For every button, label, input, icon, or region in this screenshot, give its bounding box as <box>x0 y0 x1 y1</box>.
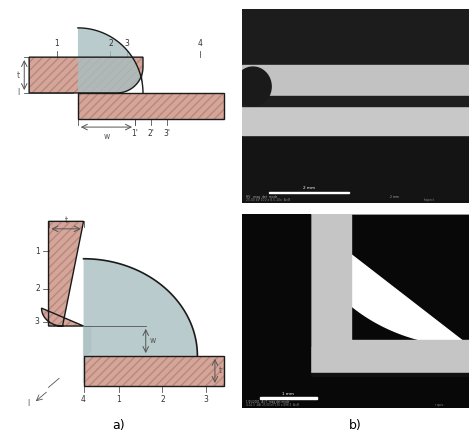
Bar <box>242 135 469 203</box>
Text: t: t <box>219 366 221 375</box>
Polygon shape <box>42 222 83 326</box>
Text: 2': 2' <box>148 129 155 138</box>
Text: 2 mm: 2 mm <box>303 186 315 190</box>
Text: 3: 3 <box>124 39 129 48</box>
Text: 3: 3 <box>35 317 40 326</box>
Text: r spec: r spec <box>435 403 444 407</box>
Bar <box>242 9 469 67</box>
Polygon shape <box>83 356 224 386</box>
Text: 2: 2 <box>35 284 40 293</box>
Text: 2: 2 <box>108 39 113 48</box>
Text: 1': 1' <box>131 129 138 138</box>
Polygon shape <box>55 28 143 93</box>
Text: 4:14.3  4At 25.00 kV 130 x 898.3  A=B: 4:14.3 4At 25.00 kV 130 x 898.3 A=B <box>246 403 299 407</box>
Bar <box>260 397 317 399</box>
Polygon shape <box>242 214 310 346</box>
Bar <box>242 106 469 135</box>
Text: 4: 4 <box>198 39 202 48</box>
Text: 1/15/2001  A=7  mag det mode: 1/15/2001 A=7 mag det mode <box>246 400 290 404</box>
Text: l: l <box>27 399 29 408</box>
Text: b): b) <box>349 420 362 432</box>
Text: a): a) <box>112 420 125 432</box>
Text: 1: 1 <box>55 39 59 48</box>
Polygon shape <box>83 259 197 356</box>
Bar <box>242 96 469 106</box>
Polygon shape <box>242 346 310 373</box>
Polygon shape <box>299 200 469 346</box>
Text: 2: 2 <box>160 395 165 404</box>
Text: t: t <box>16 70 19 80</box>
Text: 1: 1 <box>35 247 40 256</box>
Polygon shape <box>235 67 271 106</box>
Bar <box>269 192 348 194</box>
Bar <box>310 214 351 346</box>
Text: 4: 4 <box>81 395 86 404</box>
Polygon shape <box>242 373 310 408</box>
Polygon shape <box>78 93 224 119</box>
Polygon shape <box>83 356 92 383</box>
Text: 1: 1 <box>116 395 121 404</box>
Text: 3: 3 <box>204 395 209 404</box>
Polygon shape <box>83 326 91 356</box>
Polygon shape <box>42 222 83 326</box>
Text: 3': 3' <box>164 129 171 138</box>
Text: t: t <box>64 216 68 225</box>
Text: 2 mm: 2 mm <box>390 195 399 199</box>
Polygon shape <box>83 356 224 386</box>
Bar <box>307 214 310 346</box>
Bar <box>310 340 469 373</box>
Text: HV   mag  det  mode: HV mag det mode <box>246 195 277 199</box>
Text: l: l <box>17 88 19 97</box>
Bar <box>242 65 469 96</box>
Polygon shape <box>29 57 143 93</box>
Bar <box>310 373 469 376</box>
Text: 1 mm: 1 mm <box>282 392 294 395</box>
Text: Inspect: Inspect <box>424 198 435 202</box>
Text: 25.00 kV 100 x 8.5.10x  A=B: 25.00 kV 100 x 8.5.10x A=B <box>246 198 291 202</box>
Text: w: w <box>149 336 155 346</box>
Polygon shape <box>29 57 143 93</box>
Polygon shape <box>78 93 224 119</box>
Text: w: w <box>103 132 109 141</box>
